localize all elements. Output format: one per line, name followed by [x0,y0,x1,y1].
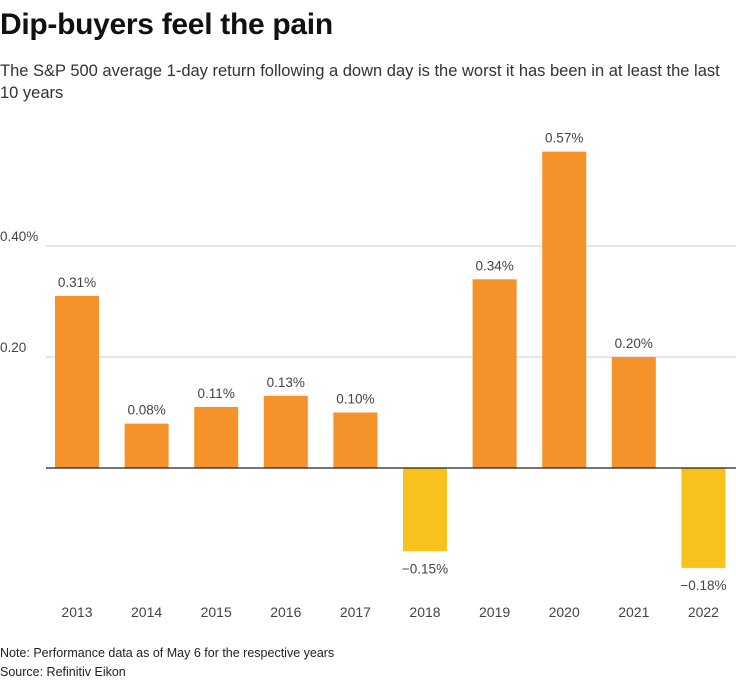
data-label: 0.31% [58,275,96,290]
chart-title: Dip-buyers feel the pain [0,8,333,41]
x-tick-label: 2014 [131,604,162,620]
bar [194,406,239,468]
data-label: −0.18% [680,578,726,593]
x-tick-label: 2015 [201,604,232,620]
x-tick-label: 2021 [618,604,649,620]
bar [681,468,726,568]
data-label: 0.20% [615,336,653,351]
x-tick-label: 2020 [549,604,580,620]
x-tick-label: 2016 [270,604,301,620]
data-label: −0.15% [402,561,448,576]
bar [263,395,308,468]
x-tick-label: 2022 [688,604,719,620]
y-tick-label: 0.20 [0,340,26,355]
x-tick-label: 2018 [409,604,440,620]
bar [611,357,656,468]
bar [55,295,99,468]
chart-subtitle: The S&P 500 average 1-day return followi… [0,62,720,102]
bar [472,279,517,468]
bar [542,151,587,468]
y-tick-label: 0.40% [0,229,38,244]
data-label: 0.08% [127,403,165,418]
data-label: 0.57% [545,131,583,146]
data-label: 0.11% [198,386,235,401]
source-note: Source: Refinitiv Eikon [0,665,126,679]
data-label: 0.10% [336,392,374,407]
bar [333,412,378,468]
data-label: 0.13% [267,375,305,390]
x-tick-label: 2017 [340,604,371,620]
footnote: Note: Performance data as of May 6 for t… [0,646,335,660]
x-tick-label: 2013 [61,604,92,620]
bar [124,423,169,468]
bar-chart: 0.40% 0.20 0.31% 2013 0.08% 2014 0.11% 2015 0.13… [0,131,736,620]
bar [403,468,447,552]
x-tick-label: 2019 [479,604,510,620]
data-label: 0.34% [475,258,513,273]
